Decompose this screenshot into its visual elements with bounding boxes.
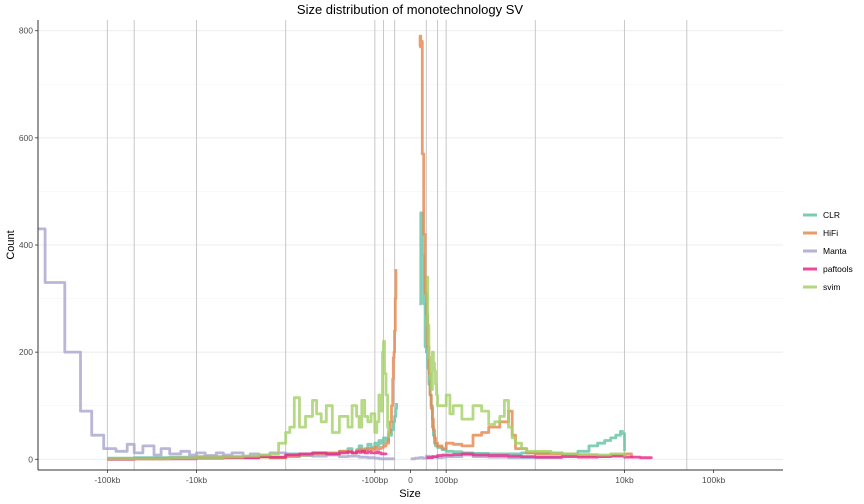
x-tick-label: -10kb: [186, 475, 208, 485]
legend: CLR HiFi Manta paftools svim: [803, 210, 853, 292]
x-tick-label: 100bp: [434, 475, 458, 485]
series-manta-deletions: [38, 227, 395, 461]
series-svim-deletions: [107, 340, 390, 461]
y-tick-label: 0: [28, 454, 33, 464]
x-tick-label: -100kb: [94, 475, 120, 485]
y-tick-label: 200: [19, 347, 33, 357]
gridlines: [38, 30, 783, 460]
x-tick-label: 100kb: [702, 475, 725, 485]
legend-label-clr: CLR: [823, 210, 840, 220]
chart-title: Size distribution of monotechnology SV: [297, 2, 524, 17]
y-tick-label: 400: [19, 240, 33, 250]
legend-label-manta: Manta: [823, 246, 847, 256]
series-hifi-deletions: [107, 269, 398, 461]
y-axis-ticks: 0 200 400 600 800: [19, 26, 38, 464]
y-tick-label: 600: [19, 133, 33, 143]
x-axis-ticks: -100kb -10kb -100bp 0 100bp 10kb 100kb: [94, 470, 725, 485]
y-axis-title: Count: [5, 230, 17, 259]
legend-label-paftools: paftools: [823, 264, 853, 274]
series-svim-insertions: [426, 275, 626, 457]
legend-label-hifi: HiFi: [823, 228, 838, 238]
legend-label-svim: svim: [823, 282, 840, 292]
x-tick-label: 0: [408, 475, 413, 485]
x-tick-label: 10kb: [615, 475, 634, 485]
x-tick-label: -100bp: [362, 475, 389, 485]
y-tick-label: 800: [19, 26, 33, 36]
series-paftools-insertions: [426, 452, 653, 460]
series-lines: [38, 34, 653, 461]
series-clr-insertions: [419, 211, 626, 456]
x-axis-title: Size: [399, 488, 420, 500]
